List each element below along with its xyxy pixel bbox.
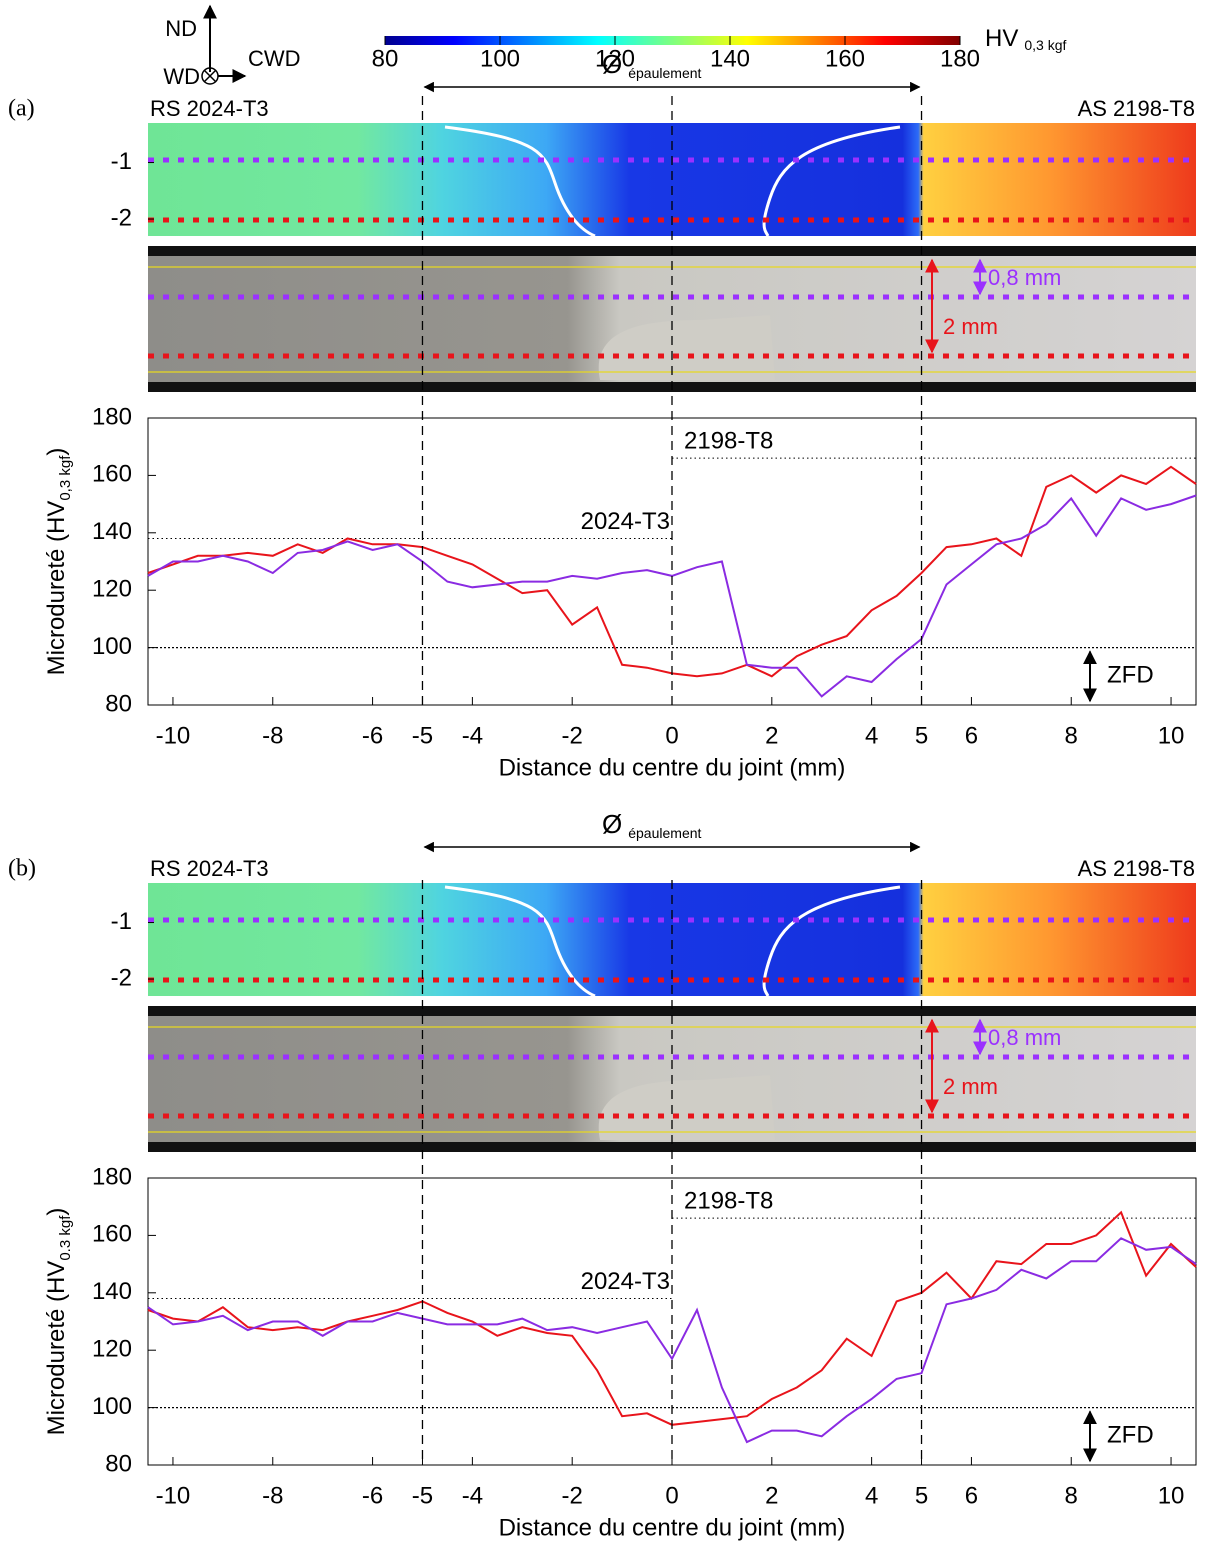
micrograph-nugget xyxy=(598,315,775,380)
orientation-label: CWD xyxy=(248,46,301,71)
zfd-label: ZFD xyxy=(1107,662,1154,689)
map-y-tick-label: -1 xyxy=(111,908,132,935)
map-y-tick-label: -1 xyxy=(111,148,132,175)
scale-label: 2 mm xyxy=(943,314,998,339)
x-tick-label: -4 xyxy=(462,1482,483,1509)
y-axis-label: Microdureté (HV0.3 kgf) xyxy=(43,1208,74,1436)
x-tick-label: 0 xyxy=(665,722,678,749)
x-tick-label: 8 xyxy=(1065,1482,1078,1509)
x-tick-label: -8 xyxy=(262,1482,283,1509)
zfd-label: ZFD xyxy=(1107,1422,1154,1449)
x-tick-label: 0 xyxy=(665,1482,678,1509)
x-tick-label: 6 xyxy=(965,1482,978,1509)
colorbar-tick-label: 180 xyxy=(940,45,980,72)
colorbar-tick-label: 80 xyxy=(372,45,399,72)
y-axis-label-main: Microdureté (HV xyxy=(43,501,70,676)
y-axis-label-end: ) xyxy=(43,448,70,456)
shoulder-symbol: Ø xyxy=(602,809,622,839)
panel-label: (a) xyxy=(8,96,35,122)
micrograph-nugget xyxy=(598,1075,775,1140)
y-axis-label-end: ) xyxy=(43,1208,70,1216)
nugget-boundary xyxy=(762,885,901,997)
x-tick-label: -6 xyxy=(362,722,383,749)
x-tick-label: -5 xyxy=(412,1482,433,1509)
map-y-tick-label: -2 xyxy=(111,204,132,231)
x-tick-label: 6 xyxy=(965,722,978,749)
shoulder-sub: épaulement xyxy=(628,65,701,81)
panel-label: (b) xyxy=(8,856,36,882)
scale-label: 0,8 mm xyxy=(988,1025,1061,1050)
reference-label: 2198-T8 xyxy=(684,1188,773,1215)
nugget-boundary xyxy=(444,885,596,998)
x-tick-label: 4 xyxy=(865,1482,878,1509)
hardness-line xyxy=(147,1237,1197,1444)
nugget-boundary xyxy=(762,125,901,237)
y-tick-label: 120 xyxy=(92,576,132,603)
side-label: RS 2024-T3 xyxy=(150,856,269,881)
y-tick-label: 100 xyxy=(92,1393,132,1420)
y-tick-label: 100 xyxy=(92,633,132,660)
colorbar-label: HV 0,3 kgf xyxy=(985,25,1066,52)
scale-label: 2 mm xyxy=(943,1074,998,1099)
side-label: AS 2198-T8 xyxy=(1078,96,1195,121)
reference-label: 2024-T3 xyxy=(581,508,670,535)
nugget-boundary xyxy=(444,125,596,238)
colorbar-tick-label: 160 xyxy=(825,45,865,72)
x-axis-label: Distance du centre du joint (mm) xyxy=(499,754,846,781)
y-axis-label-main: Microdureté (HV xyxy=(43,1261,70,1436)
colorbar-tick-label: 100 xyxy=(480,45,520,72)
side-label: RS 2024-T3 xyxy=(150,96,269,121)
x-tick-label: 4 xyxy=(865,722,878,749)
orientation-label: WD xyxy=(163,64,200,89)
x-tick-label: 2 xyxy=(765,1482,778,1509)
y-tick-label: 80 xyxy=(105,690,132,717)
y-tick-label: 160 xyxy=(92,1221,132,1248)
hardness-line xyxy=(147,494,1197,698)
y-tick-label: 140 xyxy=(92,518,132,545)
x-axis-label: Distance du centre du joint (mm) xyxy=(499,1514,846,1541)
x-tick-label: -2 xyxy=(562,722,583,749)
map-y-tick-label: -2 xyxy=(111,964,132,991)
x-tick-label: 10 xyxy=(1158,722,1185,749)
x-tick-label: -2 xyxy=(562,1482,583,1509)
orientation-label: ND xyxy=(165,16,197,41)
y-tick-label: 180 xyxy=(92,1163,132,1190)
reference-label: 2198-T8 xyxy=(684,428,773,455)
x-tick-label: -4 xyxy=(462,722,483,749)
colorbar-tick-label: 140 xyxy=(710,45,750,72)
out-of-plane-symbol xyxy=(201,67,219,85)
colorbar xyxy=(385,36,960,45)
x-tick-label: 8 xyxy=(1065,722,1078,749)
shoulder-sub: épaulement xyxy=(628,825,701,841)
x-tick-label: -5 xyxy=(412,722,433,749)
x-tick-label: 2 xyxy=(765,722,778,749)
colorbar-label-main: HV xyxy=(985,25,1018,52)
x-tick-label: 5 xyxy=(915,722,928,749)
x-tick-label: 10 xyxy=(1158,1482,1185,1509)
y-axis-label: Microdureté (HV0,3 kgf) xyxy=(43,448,74,676)
out-of-plane-symbol xyxy=(203,69,217,83)
y-tick-label: 160 xyxy=(92,461,132,488)
y-tick-label: 120 xyxy=(92,1336,132,1363)
y-tick-label: 140 xyxy=(92,1278,132,1305)
x-tick-label: -6 xyxy=(362,1482,383,1509)
x-tick-label: -10 xyxy=(156,722,191,749)
colorbar-tick-label: 120 xyxy=(595,45,635,72)
y-axis-label-sub: 0.3 kgf xyxy=(57,1215,74,1261)
side-label: AS 2198-T8 xyxy=(1078,856,1195,881)
y-axis-label-sub: 0,3 kgf xyxy=(57,455,74,501)
x-tick-label: 5 xyxy=(915,1482,928,1509)
shoulder-symbol: Ø xyxy=(602,49,622,79)
scale-label: 0,8 mm xyxy=(988,265,1061,290)
y-tick-label: 80 xyxy=(105,1450,132,1477)
x-tick-label: -10 xyxy=(156,1482,191,1509)
colorbar-label-sub: 0,3 kgf xyxy=(1024,37,1066,53)
x-tick-label: -8 xyxy=(262,722,283,749)
reference-label: 2024-T3 xyxy=(581,1268,670,1295)
y-tick-label: 180 xyxy=(92,403,132,430)
